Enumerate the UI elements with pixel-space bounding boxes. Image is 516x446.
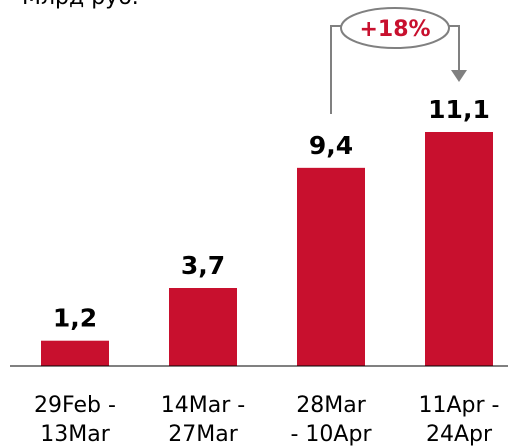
bars-layer: [41, 132, 493, 366]
growth-arrow-head: [451, 70, 467, 82]
x-tick-label-3-line-1: 28Mar: [296, 393, 366, 418]
growth-badge: [340, 7, 450, 49]
x-tick-label-4-line-2: 24Apr: [426, 422, 493, 446]
labels-layer: 1,2 3,7 9,4 11,1: [53, 95, 490, 333]
value-label-1: 1,2: [53, 304, 97, 333]
x-tick-label-2: 14Mar - 27Mar: [161, 393, 245, 446]
x-tick-label-3-line-2: - 10Apr: [291, 422, 373, 446]
x-tick-label-3: 28Mar - 10Apr: [291, 393, 373, 446]
bar-1: [41, 340, 109, 366]
growth-label: +18%: [359, 17, 430, 42]
x-tick-label-2-line-2: 27Mar: [168, 422, 238, 446]
x-tick-label-4-line-1: 11Apr -: [419, 393, 500, 418]
x-tick-label-1: 29Feb - 13Mar: [34, 393, 116, 446]
value-label-2: 3,7: [181, 251, 225, 280]
x-tick-label-1-line-2: 13Mar: [40, 422, 110, 446]
x-tick-label-4: 11Apr - 24Apr: [419, 393, 500, 446]
x-tick-label-1-line-1: 29Feb -: [34, 393, 116, 418]
bar-2: [169, 288, 237, 366]
growth-annotation: +18%: [330, 7, 467, 114]
x-tick-label-2-line-1: 14Mar -: [161, 393, 245, 418]
bar-4: [425, 132, 493, 366]
unit-label: Млрд руб.: [22, 0, 139, 10]
value-label-3: 9,4: [309, 131, 353, 160]
ticks-layer: 29Feb - 13Mar 14Mar - 27Mar 28Mar - 10Apr 11Ap…: [10, 365, 508, 446]
value-label-4: 11,1: [428, 95, 490, 124]
bar-3: [297, 167, 365, 366]
